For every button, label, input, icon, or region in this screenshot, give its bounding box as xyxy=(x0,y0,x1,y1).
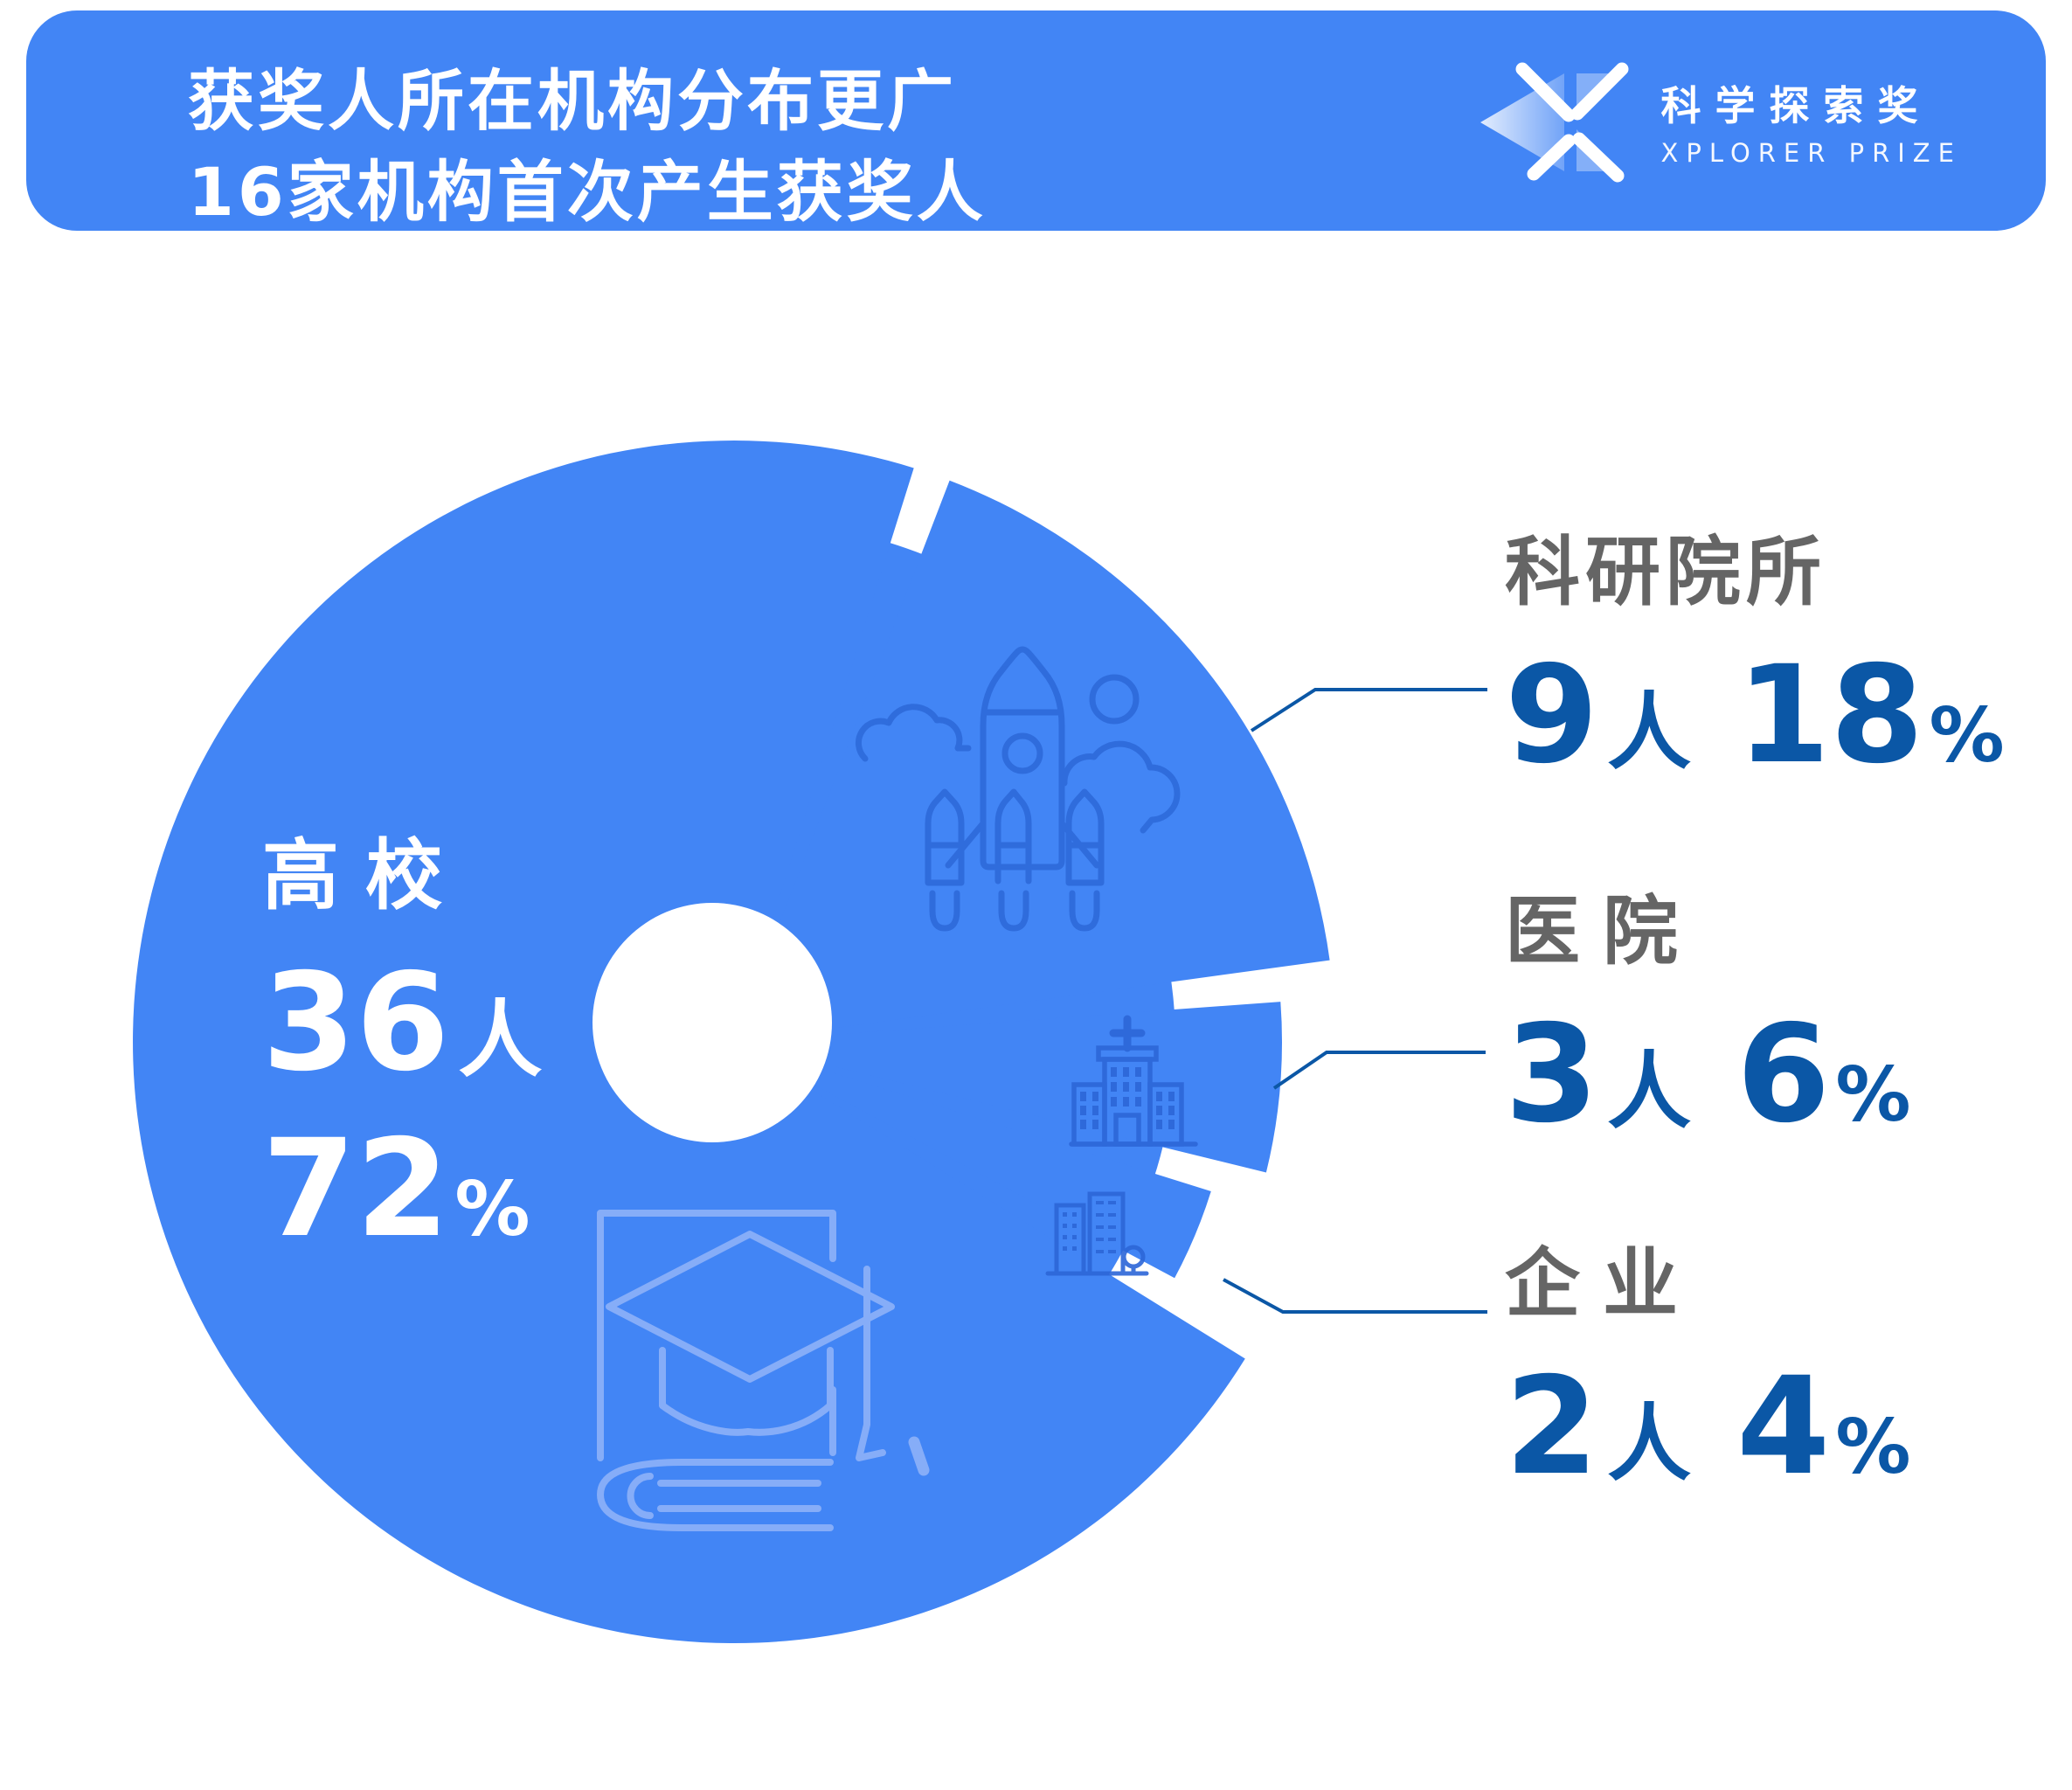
research-institutes-values: 9 人 18 % xyxy=(1505,649,2005,783)
companies-percent: 4 xyxy=(1736,1349,1831,1505)
slice-label-companies: 企业 2 人 4 % xyxy=(1505,1246,1910,1495)
graduation-book-icon xyxy=(597,1210,930,1531)
universities-count: 36 xyxy=(262,945,450,1101)
hospitals-unit: 人 xyxy=(1607,1043,1692,1141)
hospitals-label: 医院 xyxy=(1505,888,1701,975)
slice-label-universities: 高校 36 人 72 % xyxy=(262,837,542,1257)
callout-line-companies xyxy=(1223,1278,1487,1314)
companies-values: 2 人 4 % xyxy=(1505,1360,1910,1495)
city-buildings-icon xyxy=(1045,1191,1149,1276)
hospital-icon xyxy=(1069,1015,1198,1147)
callout-line-research-institutes xyxy=(1250,688,1487,732)
callout-line-hospitals xyxy=(1272,1051,1486,1090)
title-line-2: 16家机构首次产生获奖人 xyxy=(188,153,987,231)
logo-text-cn: 科学探索奖 xyxy=(1660,82,1932,130)
title-line-1: 获奖人所在机构分布更广 xyxy=(188,62,957,140)
hospitals-percent-sign: % xyxy=(1835,1051,1911,1139)
companies-percent-sign: % xyxy=(1835,1404,1911,1491)
companies-count: 2 xyxy=(1505,1349,1599,1505)
companies-label: 企业 xyxy=(1505,1240,1701,1328)
xplorer-logo-icon xyxy=(1475,61,1638,189)
research-institutes-percent: 18 xyxy=(1736,637,1924,794)
pie-slice-research-institutes xyxy=(734,480,1330,1042)
research-institutes-unit: 人 xyxy=(1607,683,1692,781)
logo-text-en: XPLORER PRIZE xyxy=(1660,137,1962,168)
research-institutes-percent-sign: % xyxy=(1929,692,2005,780)
xplorer-prize-logo: 科学探索奖 XPLORER PRIZE xyxy=(1475,61,1962,189)
universities-percent-row: 72 % xyxy=(262,1122,542,1257)
universities-label: 高校 xyxy=(262,830,469,920)
pie-slice-hospitals xyxy=(734,1002,1282,1173)
donut-hole xyxy=(592,903,832,1142)
companies-unit: 人 xyxy=(1607,1395,1692,1493)
hospitals-percent: 6 xyxy=(1736,996,1831,1153)
universities-percent-sign: % xyxy=(454,1166,530,1253)
universities-count-row: 36 人 xyxy=(262,956,542,1091)
header-banner: 获奖人所在机构分布更广 16家机构首次产生获奖人 xyxy=(26,10,2046,231)
universities-percent: 72 xyxy=(262,1111,450,1267)
hospitals-count: 3 xyxy=(1505,996,1599,1153)
slice-label-research-institutes: 科研院所 9 人 18 % xyxy=(1505,535,2005,783)
slice-label-hospitals: 医院 3 人 6 % xyxy=(1505,894,1910,1142)
research-institutes-label: 科研院所 xyxy=(1505,529,1826,616)
page-title: 获奖人所在机构分布更广 16家机构首次产生获奖人 xyxy=(188,56,987,238)
research-institutes-count: 9 xyxy=(1505,637,1599,794)
universities-unit: 人 xyxy=(458,991,543,1089)
hospitals-values: 3 人 6 % xyxy=(1505,1008,1910,1142)
rocket-icon xyxy=(855,646,1181,932)
